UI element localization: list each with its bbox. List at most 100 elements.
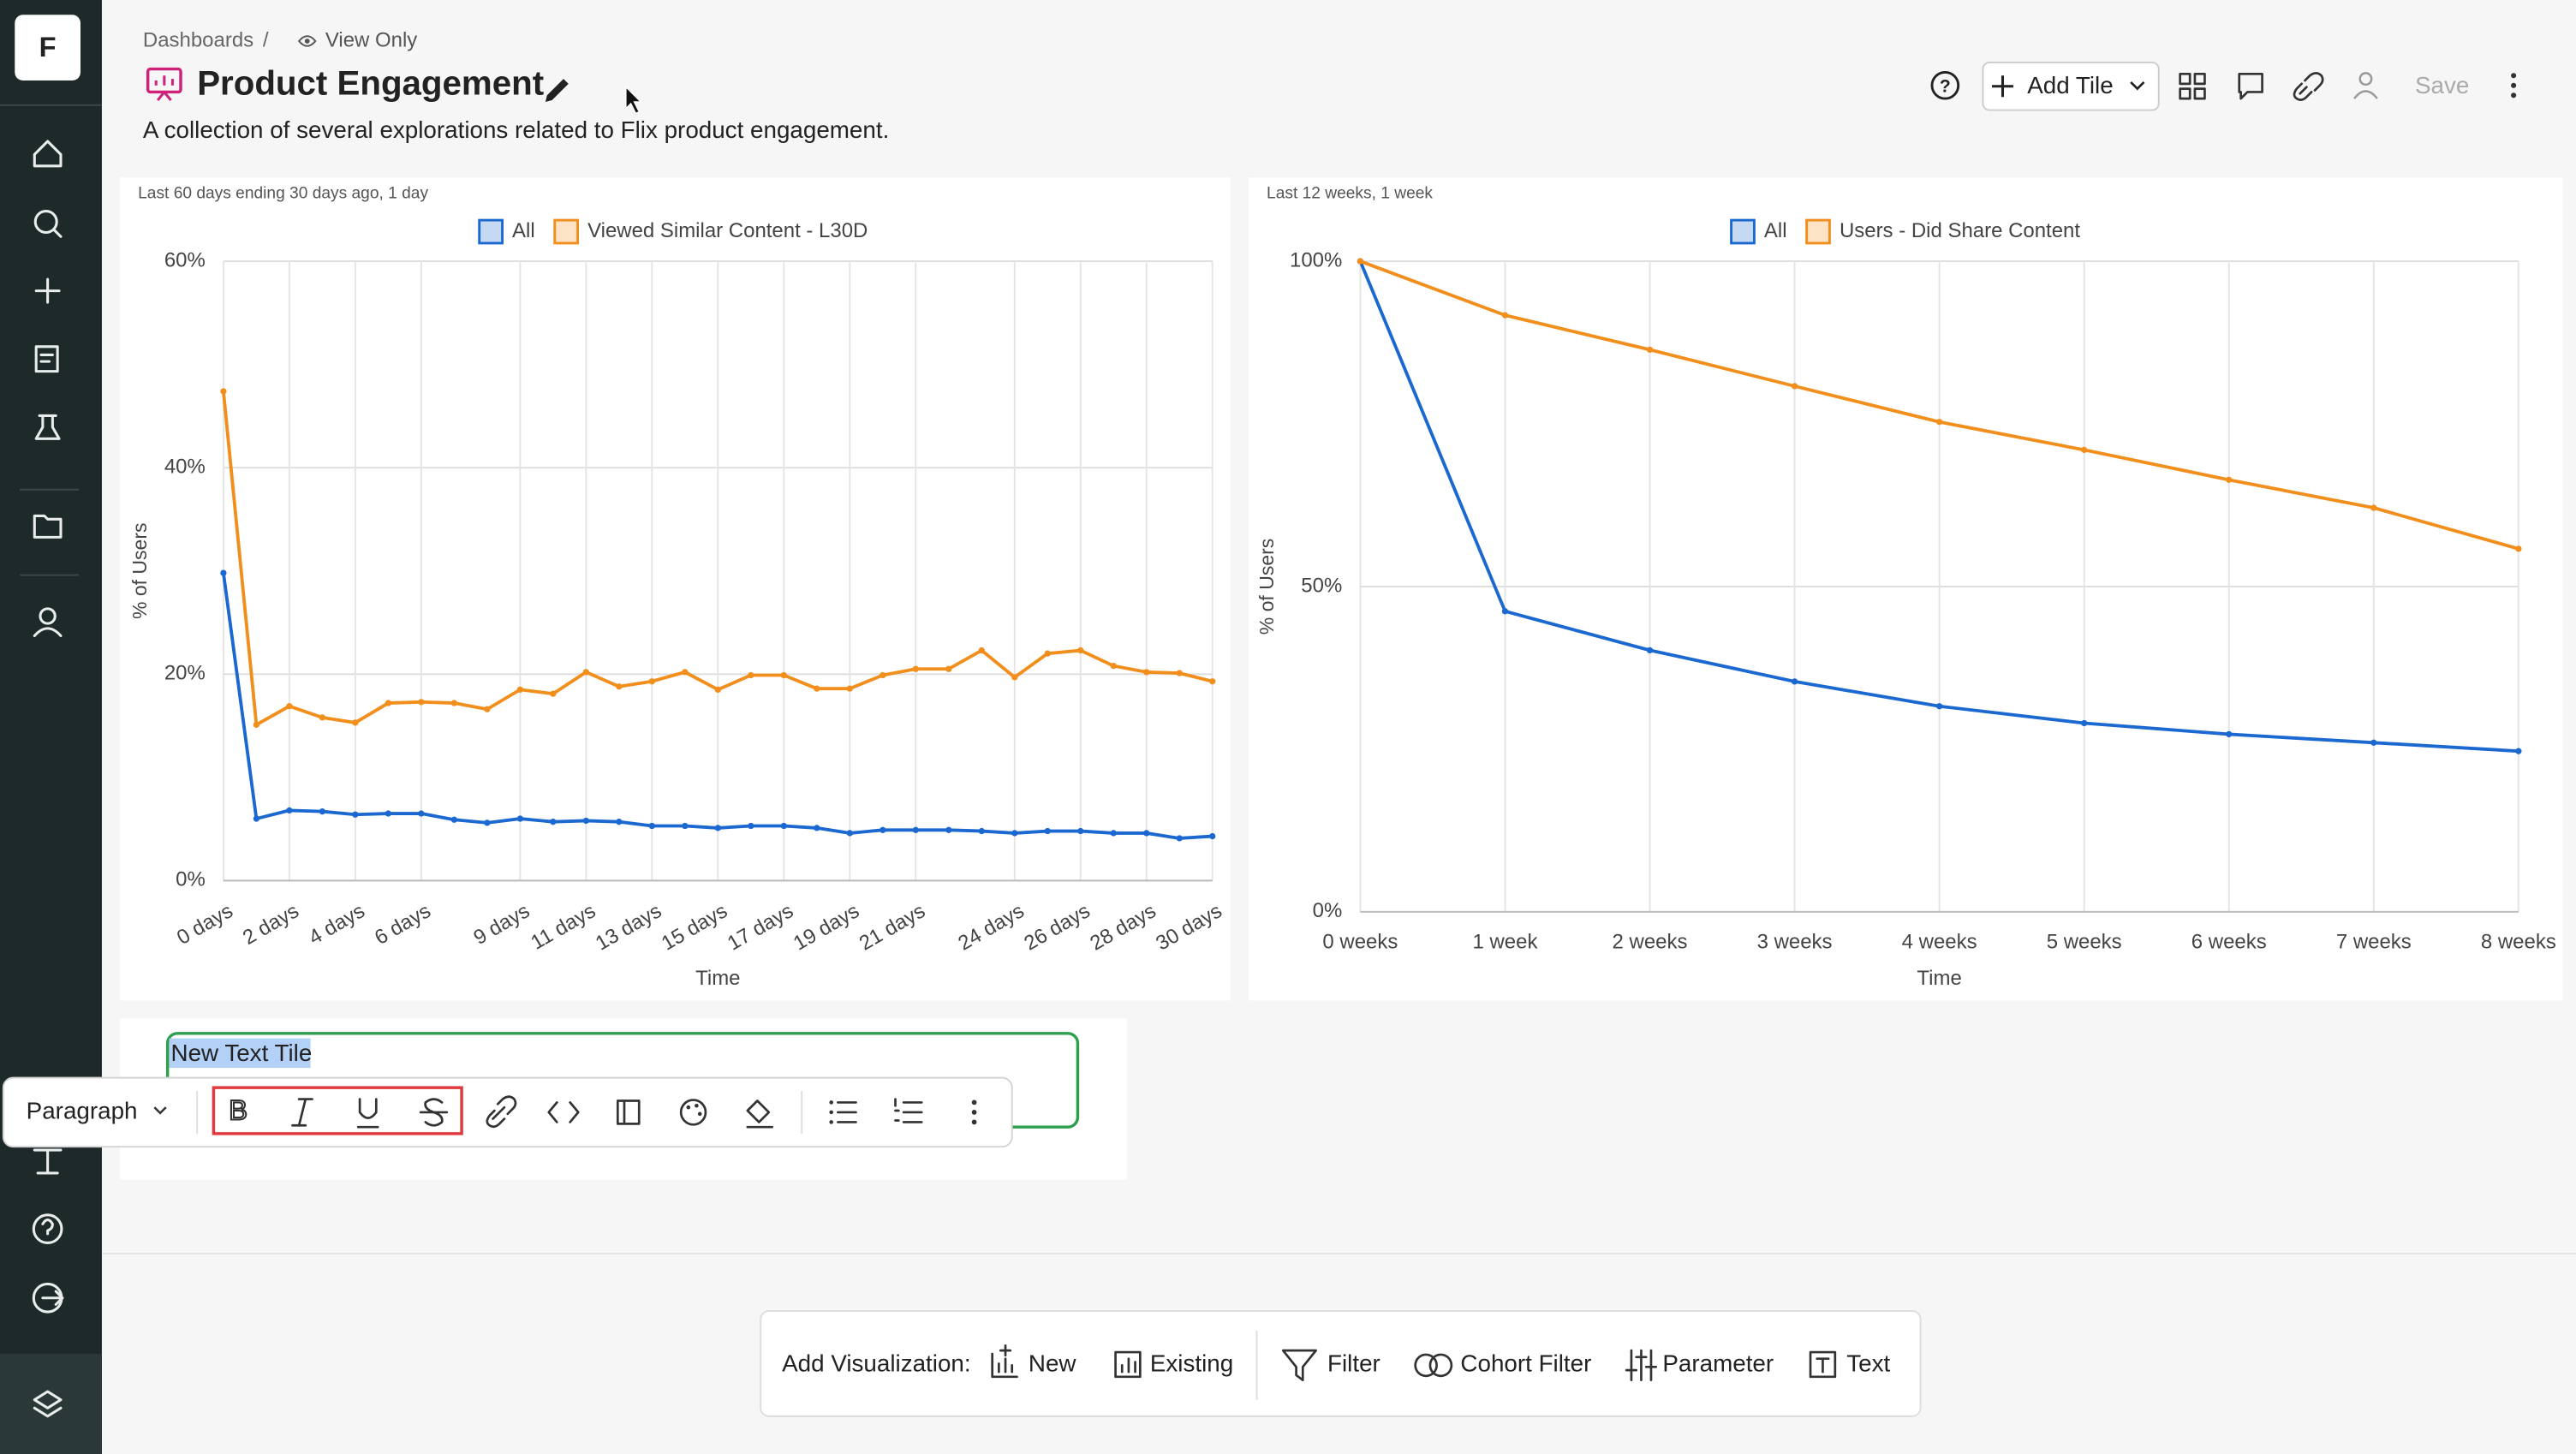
presentation-icon[interactable] [33,1148,63,1175]
bold-button[interactable]: B [228,1093,248,1126]
data-point [1501,608,1509,615]
data-point [912,826,919,833]
data-point [648,822,655,830]
folder-icon[interactable] [33,514,63,539]
data-point [1077,827,1084,835]
breadcrumb[interactable]: Dashboards [143,28,253,51]
data-point [780,822,787,830]
comment-icon[interactable] [2238,72,2263,100]
save-button[interactable]: Save [2415,72,2469,98]
help-icon[interactable] [32,1213,63,1244]
layout-icon[interactable] [2179,72,2206,100]
share-icon[interactable] [2353,72,2378,99]
italic-button[interactable] [291,1098,313,1127]
help-button[interactable]: ? [1930,70,1960,100]
legend-label: All [512,219,535,242]
parameter-icon [1625,1349,1658,1382]
data-point [220,388,227,395]
add-tile-label: Add Tile [2027,72,2113,98]
add-cohort-filter[interactable]: Cohort Filter [1460,1350,1591,1377]
data-point [846,830,853,837]
highlight-button[interactable] [746,1099,773,1129]
block-button[interactable] [616,1099,641,1125]
add-parameter[interactable]: Parameter [1662,1350,1774,1377]
text-icon [1809,1350,1837,1379]
data-point [220,569,227,576]
search-icon[interactable] [33,210,63,238]
x-tick-label: 1 week [1472,931,1538,954]
add-new[interactable]: New [1029,1350,1077,1377]
data-point [880,826,886,833]
sidebar: F [0,0,102,1454]
chart-card [1248,177,2563,1001]
home-icon[interactable] [33,140,63,168]
legend-swatch [553,218,580,245]
data-point [978,827,985,835]
y-tick-label: 0% [176,868,206,891]
data-point [748,671,754,679]
data-point [582,817,589,825]
chart-card [120,177,1231,1001]
data-point [1176,670,1183,676]
data-point [516,815,523,822]
text-tile-content[interactable]: New Text Tile [171,1040,313,1066]
logo[interactable] [15,15,81,81]
data-point [385,700,392,706]
legend-label: Users - Did Share Content [1840,219,2080,242]
link-icon[interactable] [2293,72,2324,101]
link-button[interactable] [486,1095,517,1129]
add-tile-button[interactable] [1982,61,2160,111]
x-tick-label: 2 weeks [1613,931,1688,954]
more-menu[interactable] [2511,73,2517,98]
toolbar-more[interactable] [971,1099,977,1125]
cursor [625,86,642,115]
dashboard-description: A collection of several explorations rel… [143,116,889,143]
data-point [2226,476,2233,483]
block-type[interactable]: Paragraph [27,1097,138,1123]
legend-label: All [1764,219,1787,242]
code-button[interactable] [547,1101,580,1123]
data-point [714,686,721,694]
strike-button[interactable] [419,1098,449,1127]
underline-button[interactable] [356,1098,379,1129]
legend-swatch [478,218,504,245]
sidebar-bg [0,0,102,1454]
x-tick-label: 3 weeks [1757,931,1833,954]
data-point [2081,719,2088,727]
data-point [1646,346,1654,354]
logout-icon[interactable] [32,1282,64,1314]
plus-icon [1992,75,2013,98]
add-text[interactable]: Text [1846,1350,1890,1377]
y-axis-label: % of Users [1255,539,1278,635]
user-icon[interactable] [33,607,63,638]
y-tick-label: 60% [164,248,206,271]
data-point [846,685,853,692]
numbered-list-button[interactable] [894,1098,923,1123]
data-point [2226,730,2233,738]
lab-icon[interactable] [34,414,61,440]
data-point [2370,739,2377,746]
color-button[interactable] [679,1099,707,1126]
data-point [484,706,491,712]
chart-subtitle: Last 60 days ending 30 days ago, 1 day [138,184,428,202]
y-axis-label: % of Users [128,522,151,619]
report-icon[interactable] [34,345,59,373]
data-point [616,819,623,825]
x-tick-label: 5 weeks [2047,931,2122,954]
data-point [1357,258,1364,265]
data-point [2081,446,2088,454]
data-point [814,685,820,692]
data-point [1935,419,1943,426]
new-icon[interactable] [34,277,61,304]
data-point [2370,504,2377,511]
brand-icon [33,1390,63,1418]
edit-icon[interactable] [545,79,569,102]
data-point [1791,383,1798,390]
data-point [1501,312,1509,319]
data-point [582,669,589,676]
bullet-list-button[interactable] [837,1101,857,1123]
data-point [1044,650,1051,657]
x-tick-label: 0 weeks [1322,931,1398,954]
add-filter[interactable]: Filter [1327,1350,1380,1377]
add-existing[interactable]: Existing [1150,1350,1233,1377]
